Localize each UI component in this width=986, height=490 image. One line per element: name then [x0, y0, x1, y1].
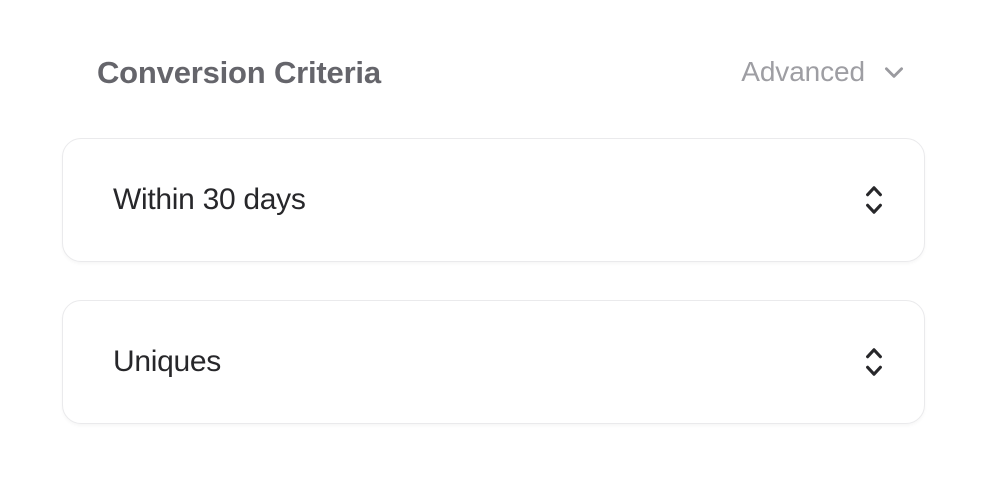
chevron-up-down-icon[interactable]: [862, 345, 886, 379]
advanced-mode-toggle[interactable]: Advanced: [741, 58, 925, 86]
advanced-mode-label: Advanced: [741, 56, 865, 87]
chevron-up-down-icon[interactable]: [862, 183, 886, 217]
conversion-window-select[interactable]: Within 30 days: [62, 138, 925, 262]
panel-header: Conversion Criteria Advanced: [62, 46, 925, 98]
page-title: Conversion Criteria: [97, 54, 381, 90]
chevron-down-icon: [881, 59, 907, 85]
conversion-counting-select[interactable]: Uniques: [62, 300, 925, 424]
conversion-counting-value: Uniques: [113, 345, 221, 378]
conversion-window-value: Within 30 days: [113, 183, 306, 216]
